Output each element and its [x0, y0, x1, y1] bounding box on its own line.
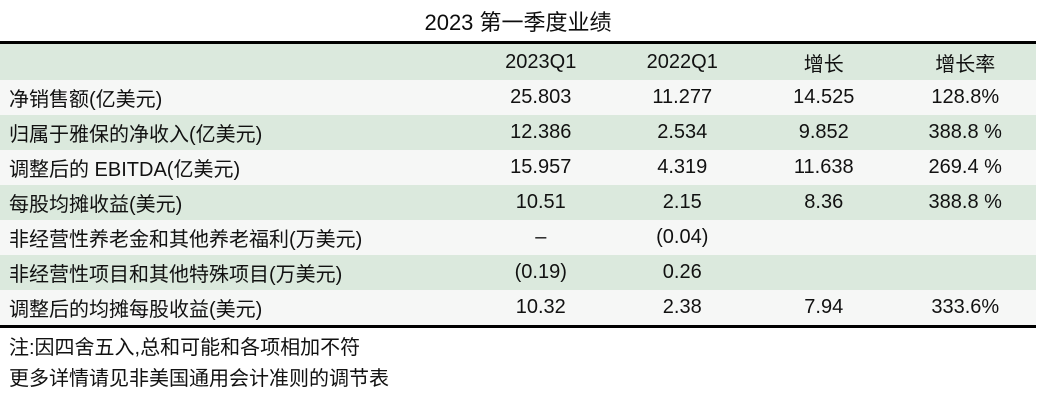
page-title: 2023 第一季度业绩	[424, 10, 612, 35]
row-value: 0.26	[662, 261, 702, 283]
footnote-non-gaap: 更多详情请见非美国通用会计准则的调节表	[9, 368, 389, 390]
row-value: 2.15	[662, 191, 702, 213]
row-label: 归属于雅保的净收入(亿美元)	[9, 124, 263, 146]
row-label: 净销售额(亿美元)	[9, 89, 163, 111]
row-value: 388.8 %	[928, 191, 1002, 213]
row-value: 9.852	[798, 121, 849, 143]
row-value: 12.386	[510, 121, 572, 143]
table-row: 非经营性养老金和其他养老福利(万美元) – (0.04)	[0, 220, 1036, 255]
row-label: 每股均摊收益(美元)	[9, 194, 183, 216]
header-cell-growth: 增长	[803, 53, 844, 76]
table-row: 调整后的 EBITDA(亿美元) 15.957 4.319 11.638 269.4 %	[0, 150, 1036, 185]
header-cell-2023q1: 2023Q1	[505, 50, 577, 73]
table-header-row: 2023Q1 2022Q1 增长 增长率	[0, 44, 1036, 80]
table-row: 净销售额(亿美元) 25.803 11.277 14.525 128.8%	[0, 80, 1036, 115]
header-cell-growth-rate: 增长率	[935, 53, 996, 76]
row-value: 128.8%	[931, 86, 1000, 108]
table-body: 净销售额(亿美元) 25.803 11.277 14.525 128.8% 归属于雅保的净…	[0, 80, 1036, 325]
row-value: 269.4 %	[928, 156, 1002, 178]
row-value: (0.19)	[514, 261, 567, 283]
footnote-rounding: 注:因四舍五入,总和可能和各项相加不符	[9, 337, 361, 359]
row-value: 11.277	[652, 86, 713, 108]
table-row: 非经营性项目和其他特殊项目(万美元) (0.19) 0.26	[0, 255, 1036, 290]
row-value: 10.51	[515, 191, 566, 213]
table-row: 每股均摊收益(美元) 10.51 2.15 8.36 388.8 %	[0, 185, 1036, 220]
row-value: 388.8 %	[928, 121, 1002, 143]
row-value: (0.04)	[656, 226, 709, 248]
row-value: 333.6%	[931, 296, 1000, 318]
table-row: 归属于雅保的净收入(亿美元) 12.386 2.534 9.852 388.8 %	[0, 115, 1036, 150]
row-value: 14.525	[793, 86, 855, 108]
row-label: 调整后的均摊每股收益(美元)	[9, 299, 263, 321]
row-label: 调整后的 EBITDA(亿美元)	[9, 159, 241, 181]
row-value: 11.638	[793, 156, 854, 178]
results-table: 2023Q1 2022Q1 增长 增长率 净销售额(亿美元) 25.803 11.2…	[0, 41, 1036, 328]
row-value: 4.319	[657, 156, 708, 178]
row-value: 7.94	[804, 296, 844, 318]
row-value: 10.32	[515, 296, 566, 318]
row-value: 15.957	[510, 156, 572, 178]
row-label: 非经营性项目和其他特殊项目(万美元)	[9, 264, 343, 286]
row-value: 2.534	[657, 121, 708, 143]
row-value: 2.38	[662, 296, 702, 318]
row-label: 非经营性养老金和其他养老福利(万美元)	[9, 229, 363, 251]
row-value: 25.803	[510, 86, 572, 108]
table-row: 调整后的均摊每股收益(美元) 10.32 2.38 7.94 333.6%	[0, 290, 1036, 325]
header-cell-2022q1: 2022Q1	[646, 50, 718, 73]
footnotes: 注:因四舍五入,总和可能和各项相加不符 更多详情请见非美国通用会计准则的调节表	[0, 328, 1042, 395]
row-value: –	[535, 226, 547, 248]
row-value: 8.36	[804, 191, 844, 213]
